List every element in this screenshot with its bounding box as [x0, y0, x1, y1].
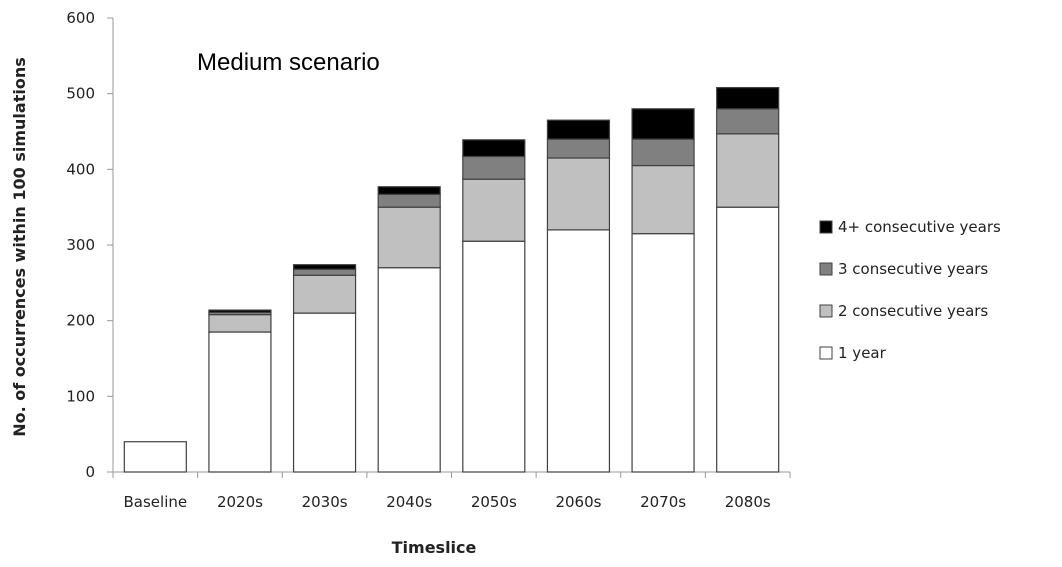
legend-swatch	[819, 262, 833, 276]
bar-segment	[208, 314, 272, 333]
legend-swatch	[819, 304, 833, 318]
x-tick-label: 2020s	[217, 493, 263, 511]
bar-segment	[546, 138, 611, 159]
y-axis-title: No. of occurrences within 100 simulation…	[10, 57, 29, 436]
legend-swatch	[819, 346, 833, 360]
bar-segment	[377, 267, 441, 473]
bar-segment	[716, 108, 780, 135]
legend: 4+ consecutive years 3 consecutive years 2…	[819, 218, 1001, 362]
legend-swatch	[819, 220, 833, 234]
y-tick-label: 300	[66, 236, 95, 254]
x-axis: Baseline 2020s 2030s 2040s 2050s 2060s 2070s 20…	[112, 471, 791, 511]
x-tick-label: 2060s	[555, 493, 601, 511]
bar-segment	[292, 274, 357, 314]
y-axis: 0 100 200 300 400 500 600	[66, 9, 114, 481]
bar-segment	[292, 312, 357, 473]
bar-segment	[631, 108, 695, 140]
bar-segment	[462, 155, 526, 180]
x-tick-label: 2050s	[471, 493, 517, 511]
bar-segment	[546, 229, 611, 473]
y-tick-label: 200	[66, 312, 95, 330]
x-tick-label: 2040s	[386, 493, 432, 511]
bar-segment	[546, 119, 611, 140]
bar-segment	[546, 157, 611, 231]
bar-segment	[377, 186, 441, 195]
bar-segment	[208, 331, 272, 473]
y-tick-label: 400	[66, 160, 95, 178]
y-tick-label: 0	[85, 463, 95, 481]
bar-segment	[377, 206, 441, 269]
chart-annotation: Medium scenario	[197, 49, 380, 76]
bars-group	[123, 87, 780, 473]
bar-segment	[292, 268, 357, 276]
bar-segment	[123, 441, 187, 473]
x-tick-label: Baseline	[124, 493, 188, 511]
bar-segment	[631, 138, 695, 167]
bar-segment	[377, 193, 441, 208]
bar-segment	[292, 264, 357, 270]
x-tick-label: 2080s	[725, 493, 771, 511]
bar-segment	[631, 164, 695, 235]
legend-label: 3 consecutive years	[838, 260, 988, 278]
bar-segment	[462, 139, 526, 158]
y-tick-label: 500	[66, 85, 95, 103]
bar-segment	[462, 178, 526, 242]
bar-segment	[716, 133, 780, 208]
legend-label: 1 year	[838, 344, 887, 362]
bar-segment	[716, 87, 780, 110]
x-tick-label: 2070s	[640, 493, 686, 511]
x-axis-title: Timeslice	[392, 538, 477, 557]
legend-label: 2 consecutive years	[838, 302, 988, 320]
bar-segment	[716, 206, 780, 473]
legend-label: 4+ consecutive years	[838, 218, 1001, 236]
bar-segment	[462, 240, 526, 473]
bar-segment	[631, 233, 695, 473]
bar-segment	[208, 309, 272, 313]
y-tick-label: 100	[66, 387, 95, 405]
x-tick-label: 2030s	[302, 493, 348, 511]
y-tick-label: 600	[66, 9, 95, 27]
